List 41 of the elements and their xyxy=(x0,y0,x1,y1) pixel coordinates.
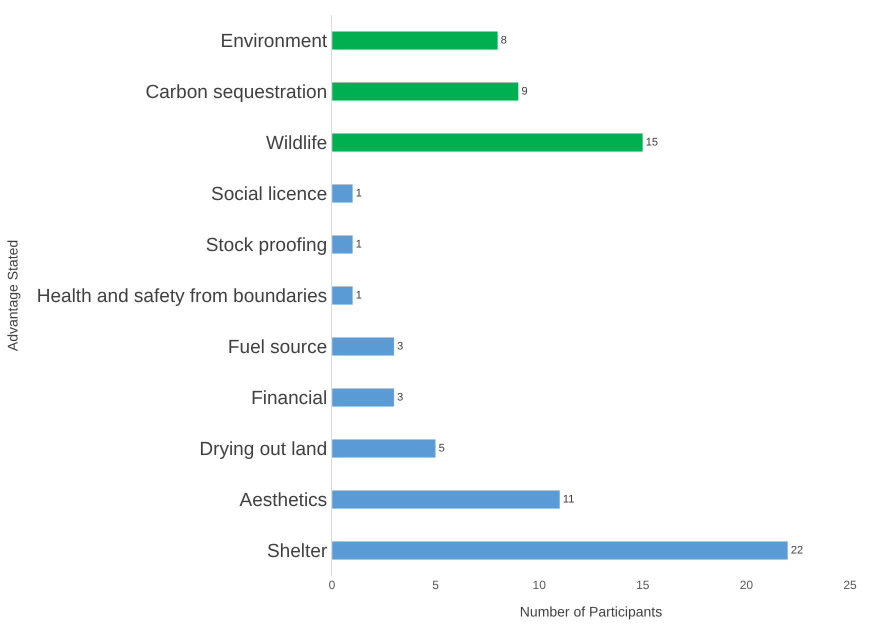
bar xyxy=(332,388,394,407)
data-label: 15 xyxy=(646,136,658,148)
x-tick-label: 25 xyxy=(843,578,857,592)
bar xyxy=(332,541,788,560)
y-tick-label: Stock proofing xyxy=(206,235,328,256)
x-tick-label: 0 xyxy=(328,578,336,592)
y-tick-label: Social licence xyxy=(211,184,328,206)
data-label: 9 xyxy=(521,86,528,98)
y-tick-label: Fuel source xyxy=(228,337,328,358)
data-label: 3 xyxy=(397,340,404,352)
x-tick-label: 5 xyxy=(432,578,440,592)
data-label: 8 xyxy=(500,34,507,46)
x-tick-label: 20 xyxy=(740,578,754,592)
bar xyxy=(332,31,498,50)
y-axis-title: Advantage Stated xyxy=(4,240,20,352)
y-tick-label: Aesthetics xyxy=(240,490,328,512)
data-label: 22 xyxy=(790,544,804,556)
data-label: 5 xyxy=(438,442,445,454)
bar xyxy=(332,235,353,254)
bar xyxy=(332,490,560,509)
y-tick-label: Environment xyxy=(220,31,328,52)
data-label: 3 xyxy=(397,392,404,404)
x-tick-label: 15 xyxy=(636,578,650,592)
bar xyxy=(332,184,353,203)
y-tick-label: Health and safety from boundaries xyxy=(36,286,328,308)
y-tick-label: Shelter xyxy=(266,541,328,562)
bar xyxy=(332,286,353,305)
y-tick-label: Drying out land xyxy=(199,439,328,460)
y-tick-label: Wildlife xyxy=(266,133,328,154)
data-label: 1 xyxy=(356,188,362,200)
bar xyxy=(332,82,519,101)
bar xyxy=(332,439,436,458)
data-label: 1 xyxy=(356,238,362,250)
data-label: 1 xyxy=(356,290,362,302)
data-label: 11 xyxy=(562,494,574,506)
y-tick-label: Carbon sequestration xyxy=(146,82,328,104)
x-axis-title: Number of Participants xyxy=(520,603,662,620)
bar xyxy=(332,337,394,356)
bar xyxy=(332,133,644,152)
x-tick-label: 10 xyxy=(532,578,546,592)
y-tick-label: Financial xyxy=(251,388,328,410)
